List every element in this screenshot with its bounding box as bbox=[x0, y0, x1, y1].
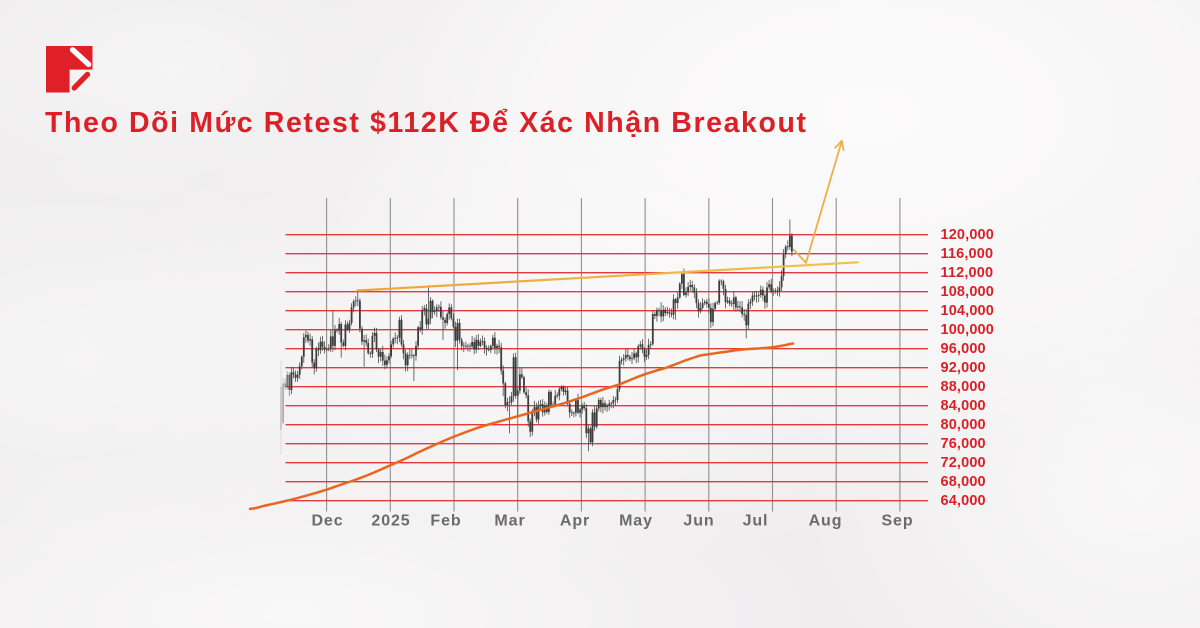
svg-text:108,000: 108,000 bbox=[941, 284, 994, 300]
svg-text:120,000: 120,000 bbox=[941, 227, 994, 243]
svg-text:May: May bbox=[619, 513, 653, 530]
svg-text:Feb: Feb bbox=[430, 513, 461, 530]
svg-text:2025: 2025 bbox=[371, 513, 410, 530]
svg-text:Dec: Dec bbox=[311, 513, 343, 530]
svg-text:116,000: 116,000 bbox=[941, 246, 994, 262]
svg-text:92,000: 92,000 bbox=[941, 360, 986, 376]
svg-text:100,000: 100,000 bbox=[941, 322, 994, 338]
svg-text:96,000: 96,000 bbox=[941, 341, 986, 357]
svg-text:72,000: 72,000 bbox=[941, 455, 986, 471]
svg-text:Mar: Mar bbox=[494, 513, 525, 530]
svg-text:88,000: 88,000 bbox=[941, 379, 986, 395]
svg-text:68,000: 68,000 bbox=[941, 474, 986, 490]
svg-text:64,000: 64,000 bbox=[941, 493, 986, 509]
svg-text:Sep: Sep bbox=[881, 513, 913, 530]
svg-text:84,000: 84,000 bbox=[941, 398, 986, 414]
svg-text:80,000: 80,000 bbox=[941, 417, 986, 433]
svg-text:Jun: Jun bbox=[683, 513, 714, 530]
svg-text:104,000: 104,000 bbox=[941, 303, 994, 319]
svg-text:112,000: 112,000 bbox=[941, 265, 994, 281]
svg-text:76,000: 76,000 bbox=[941, 436, 986, 452]
svg-text:Aug: Aug bbox=[809, 513, 843, 530]
svg-text:Theo Dõi Mức Retest $112K Để X: Theo Dõi Mức Retest $112K Để Xác Nhận Br… bbox=[45, 107, 808, 139]
svg-text:Apr: Apr bbox=[560, 513, 590, 530]
svg-text:Jul: Jul bbox=[743, 513, 769, 530]
